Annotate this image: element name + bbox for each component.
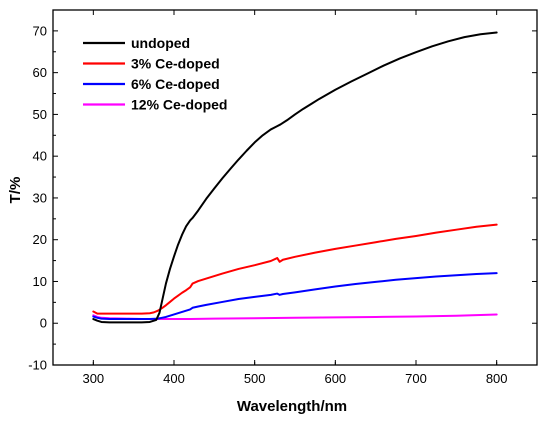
y-tick-label: -10 (28, 358, 47, 373)
y-tick-label: 70 (33, 23, 47, 38)
x-tick-label: 500 (244, 371, 266, 386)
legend-label-6-ce-doped: 6% Ce-doped (131, 76, 220, 92)
y-axis-title: T/% (7, 177, 24, 204)
series-line-6-ce-doped (92, 272, 498, 321)
ticks-group: 300 400 500 600 700 800 -10 0 10 20 30 40 50 60 70 (28, 10, 537, 386)
legend-label-12-ce-doped: 12% Ce-doped (131, 97, 227, 113)
y-tick-label: 60 (33, 65, 47, 80)
legend-label-undoped: undoped (131, 35, 190, 51)
y-tick-label: 20 (33, 232, 47, 247)
x-tick-label: 300 (82, 371, 104, 386)
x-tick-label: 400 (163, 371, 185, 386)
y-tick-label: 40 (33, 149, 47, 164)
series-lines-group (92, 31, 498, 324)
x-tick-label: 700 (405, 371, 427, 386)
legend-label-3-ce-doped: 3% Ce-doped (131, 56, 220, 72)
x-tick-label: 600 (324, 371, 346, 386)
series-line-undoped (92, 31, 498, 324)
series-line-3-ce-doped (92, 223, 498, 315)
plot-frame-group (52, 9, 538, 366)
y-tick-label: 0 (40, 316, 47, 331)
y-tick-label: 10 (33, 274, 47, 289)
legend: undoped 3% Ce-doped 6% Ce-doped 12% Ce-dope… (83, 35, 227, 113)
y-tick-label: 50 (33, 107, 47, 122)
plot-frame (52, 9, 538, 366)
x-tick-label: 800 (486, 371, 508, 386)
x-axis-title: Wavelength/nm (237, 398, 347, 415)
y-tick-label: 30 (33, 190, 47, 205)
